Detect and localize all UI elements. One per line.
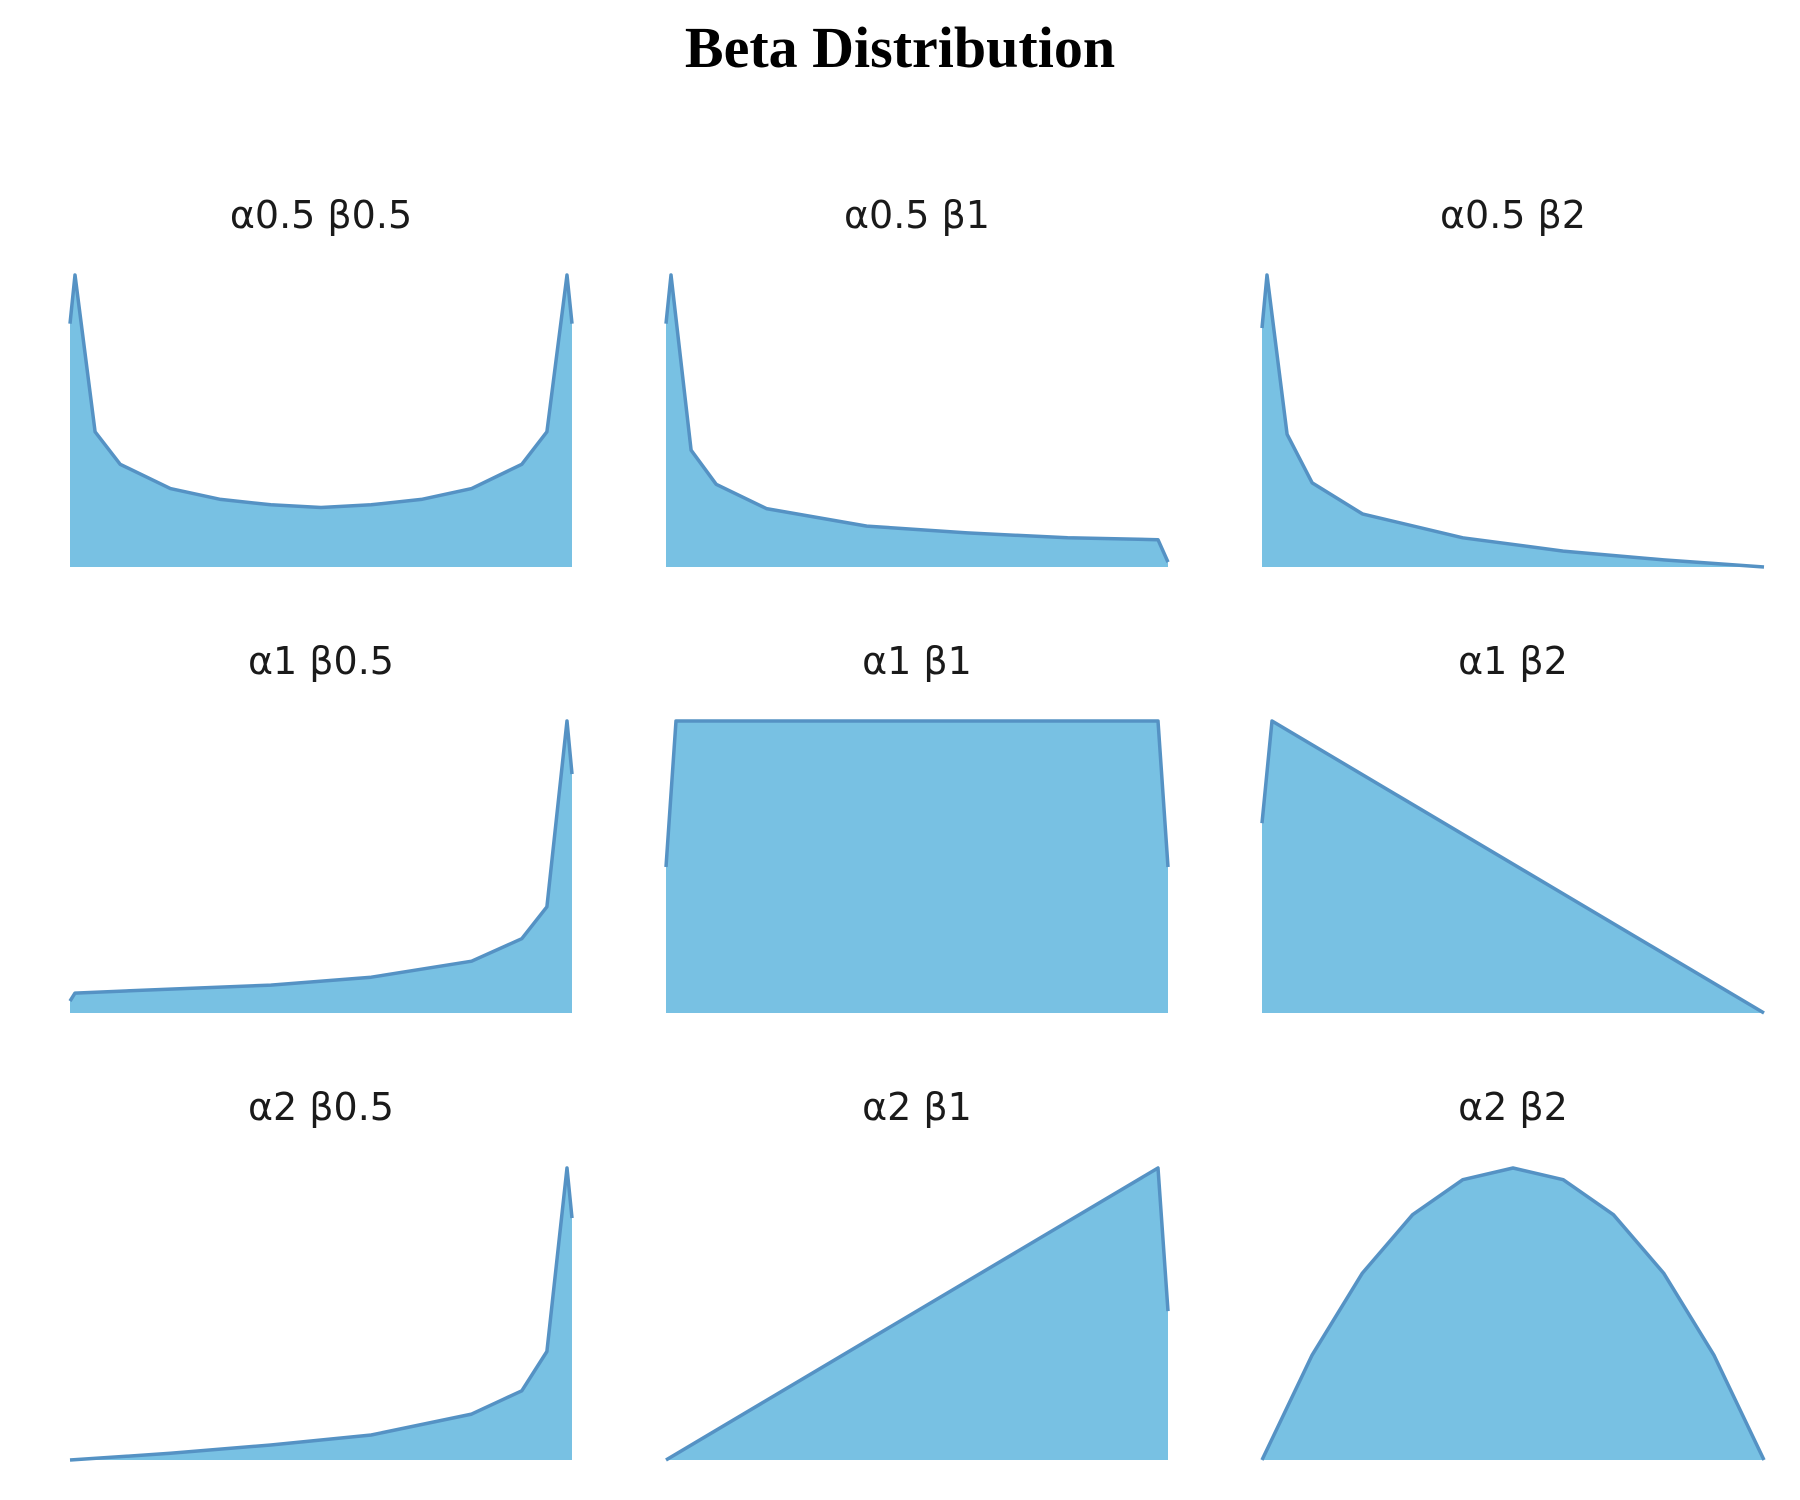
panel-title: α1 β0.5 [248,639,394,683]
density-area [1262,275,1764,567]
density-line [1260,1166,1766,1461]
density-area [70,275,572,567]
density-area [70,1168,572,1460]
panel-7: α2 β0.5 [69,1085,574,1462]
page-title: Beta Distribution [684,15,1116,80]
panel-6: α1 β2 [1260,639,1765,1015]
panel-title: α0.5 β2 [1440,193,1586,237]
density-line [69,1166,574,1462]
panel-5: α1 β1 [664,639,1170,1013]
density-line [664,273,1170,563]
density-line [1260,273,1765,569]
panel-9: α2 β2 [1260,1085,1766,1461]
density-area [666,721,1168,1013]
density-area [1262,1168,1764,1460]
panel-title: α0.5 β1 [844,193,990,237]
panel-title: α1 β2 [1458,639,1568,683]
panel-title: α1 β1 [862,639,972,683]
density-line [664,719,1170,868]
density-area [70,721,572,1013]
panel-2: α0.5 β1 [664,193,1170,567]
density-area [666,275,1168,567]
panel-1: α0.5 β0.5 [68,193,574,567]
panel-title: α2 β2 [1458,1085,1568,1129]
panel-title: α2 β0.5 [248,1085,394,1129]
panel-3: α0.5 β2 [1260,193,1765,569]
density-line [665,1166,1170,1462]
panel-4: α1 β0.5 [68,639,574,1013]
density-line [68,719,574,1003]
density-line [1260,719,1765,1015]
density-line [68,273,574,510]
panel-title: α0.5 β0.5 [230,193,412,237]
panel-8: α2 β1 [665,1085,1170,1462]
panel-title: α2 β1 [862,1085,972,1129]
